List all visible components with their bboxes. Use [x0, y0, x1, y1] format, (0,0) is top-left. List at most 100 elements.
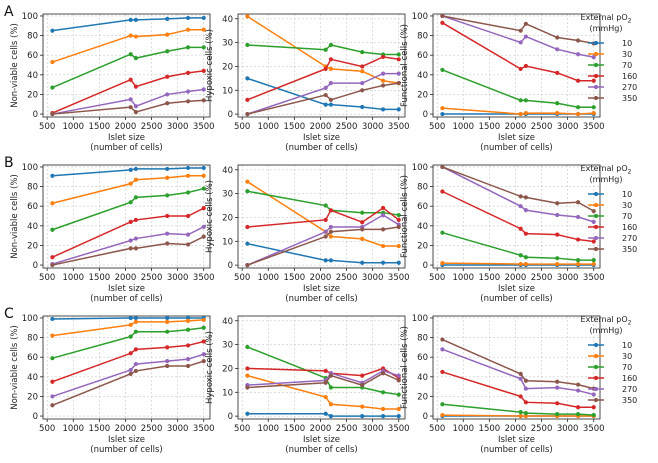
x-tick-label: 3000 — [557, 424, 579, 434]
data-point-10 — [360, 104, 365, 110]
legend-title-units: (mmHg) — [590, 24, 623, 33]
data-point-30 — [185, 318, 191, 324]
data-point-10 — [185, 165, 191, 171]
data-point-30 — [518, 413, 523, 419]
series-line-270 — [442, 15, 594, 58]
data-point-70 — [185, 45, 191, 50]
series-line-70 — [247, 190, 399, 216]
data-point-30 — [185, 173, 191, 178]
data-point-10 — [50, 316, 55, 322]
data-point-10 — [396, 107, 401, 112]
data-point-10 — [440, 111, 445, 117]
x-tick-label: 2500 — [141, 273, 163, 283]
y-tick-label: 20 — [417, 392, 428, 402]
data-point-30 — [440, 260, 445, 266]
y-tick-label: 80 — [417, 334, 428, 344]
x-tick-label: 2500 — [336, 273, 358, 283]
y-tick-label: 10 — [222, 237, 233, 247]
y-tick-label: 100 — [412, 163, 428, 173]
data-point-30 — [380, 243, 386, 249]
x-tick-label: 3000 — [167, 273, 189, 283]
data-point-10 — [380, 414, 386, 419]
data-point-350 — [50, 403, 55, 408]
data-point-160 — [50, 255, 55, 260]
x-tick-label: 3500 — [388, 273, 410, 283]
data-point-70 — [396, 392, 401, 397]
series-line-270 — [52, 226, 205, 265]
data-point-70 — [575, 411, 581, 417]
data-point-270 — [523, 208, 528, 213]
data-point-10 — [323, 411, 328, 416]
data-point-30 — [360, 69, 365, 74]
x-tick-label: 1500 — [284, 122, 306, 132]
series-line-270 — [442, 348, 594, 396]
x-axis-label-units: (number of cells) — [90, 445, 162, 455]
y-tick-label: 30 — [222, 341, 233, 351]
y-tick-label: 40 — [27, 373, 38, 383]
series-line-70 — [52, 46, 204, 89]
series-line-160 — [247, 206, 400, 228]
data-point-30 — [133, 177, 138, 182]
series-line-350 — [442, 338, 594, 390]
data-point-160 — [523, 63, 528, 69]
data-point-10 — [165, 16, 170, 22]
data-point-10 — [328, 102, 333, 107]
x-tick-label: 3500 — [583, 424, 605, 434]
y-tick-label: 60 — [27, 202, 38, 212]
data-point-70 — [165, 49, 170, 54]
data-point-70 — [133, 195, 138, 200]
x-tick-label: 500 — [234, 122, 250, 132]
legend-title-subscript: 2 — [628, 320, 632, 327]
data-point-350 — [201, 234, 206, 239]
x-tick-label: 1000 — [62, 424, 84, 434]
series-line-70 — [52, 187, 204, 231]
legend-label-350: 350 — [622, 396, 637, 405]
plot-frame — [42, 164, 211, 269]
legend-swatch-marker-10 — [593, 342, 599, 348]
data-point-160 — [380, 205, 386, 211]
data-point-70 — [591, 258, 596, 263]
data-point-350 — [185, 363, 191, 369]
data-point-270 — [185, 232, 191, 237]
series-line-270 — [52, 353, 204, 398]
data-point-350 — [523, 378, 528, 383]
data-point-160 — [575, 78, 581, 83]
data-point-270 — [523, 34, 528, 39]
data-point-350 — [380, 83, 386, 88]
data-point-30 — [201, 317, 206, 323]
legend-swatch-marker-70 — [593, 213, 599, 219]
data-point-350 — [323, 234, 328, 239]
data-point-270 — [555, 47, 560, 52]
data-point-70 — [555, 256, 560, 261]
data-point-160 — [245, 224, 250, 230]
legend-title: External pO2 — [581, 164, 632, 176]
data-point-270 — [523, 386, 528, 391]
series-line-350 — [247, 226, 399, 266]
data-point-350 — [323, 380, 328, 385]
y-tick-label: 40 — [27, 71, 38, 81]
y-tick-label: 30 — [222, 39, 233, 49]
data-point-70 — [518, 98, 523, 103]
data-point-160 — [591, 239, 596, 244]
data-point-70 — [245, 189, 250, 194]
data-point-10 — [165, 166, 170, 172]
series-line-10 — [52, 317, 204, 320]
legend-swatch-marker-10 — [593, 40, 599, 46]
data-point-10 — [165, 315, 170, 321]
x-tick-label: 2000 — [115, 273, 137, 283]
x-tick-label: 2500 — [531, 122, 553, 132]
data-point-350 — [523, 21, 528, 26]
x-tick-label: 3000 — [557, 122, 579, 132]
data-point-30 — [555, 261, 560, 267]
data-point-270 — [591, 392, 596, 397]
data-point-160 — [185, 343, 191, 348]
panel-B-nonviable: 500 1000 1500 2000 2500 3000 3500 0 20 40 60 80 100 I… — [10, 163, 215, 304]
data-point-30 — [328, 234, 333, 239]
x-tick-label: 1000 — [257, 424, 279, 434]
data-point-270 — [575, 388, 581, 393]
data-point-30 — [245, 14, 250, 19]
data-point-270 — [185, 357, 191, 362]
data-point-30 — [523, 261, 528, 267]
x-tick-label: 1000 — [62, 273, 84, 283]
